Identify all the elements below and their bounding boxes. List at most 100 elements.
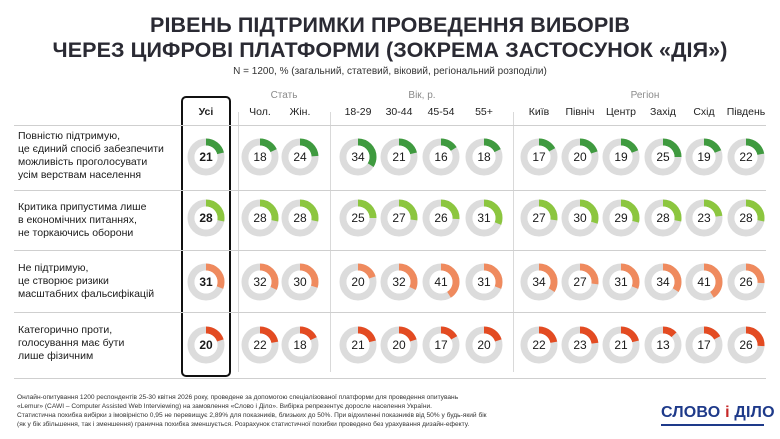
donut-value-label: 20 bbox=[573, 150, 587, 164]
donut-segment bbox=[644, 326, 682, 364]
footnote-line-3: Статистична похибка вибірки з імовірніст… bbox=[17, 412, 487, 419]
donut-segment bbox=[685, 138, 723, 176]
column-header: Київ bbox=[528, 106, 550, 118]
donut-value-label: 24 bbox=[293, 150, 307, 164]
donut-center bbox=[288, 270, 312, 294]
donut-value-label: 23 bbox=[697, 211, 711, 225]
column-header: Усі bbox=[198, 106, 214, 118]
donut: 20 bbox=[464, 325, 504, 365]
donut-svg bbox=[520, 199, 558, 237]
donut-svg bbox=[685, 199, 723, 237]
row-label-line: можливість проголосувати bbox=[18, 156, 148, 168]
column-header: Схід bbox=[693, 106, 715, 118]
donut-segment bbox=[561, 263, 599, 301]
donut-segment bbox=[685, 263, 723, 301]
donut-value-label: 22 bbox=[253, 338, 267, 352]
donut-center bbox=[692, 145, 716, 169]
donut-center bbox=[734, 145, 758, 169]
donut-center bbox=[609, 145, 633, 169]
donut-segment bbox=[422, 199, 460, 237]
donut-value-label: 25 bbox=[351, 211, 365, 225]
donut-center bbox=[527, 270, 551, 294]
donut-segment bbox=[281, 199, 319, 237]
donut-value-label: 17 bbox=[532, 150, 546, 164]
donut-center bbox=[194, 333, 218, 357]
donut-value-label: 34 bbox=[656, 275, 670, 289]
donut: 30 bbox=[560, 198, 600, 238]
donut-value-label: 23 bbox=[573, 338, 587, 352]
donut-segment bbox=[561, 326, 599, 364]
footnote-line-2: «Lemur» (CAWI – Computer Assisted Web In… bbox=[17, 403, 432, 410]
donut-svg bbox=[520, 326, 558, 364]
row-divider-top bbox=[14, 125, 766, 126]
donut: 25 bbox=[338, 198, 378, 238]
row-label-line: Категорично проти, bbox=[18, 323, 113, 336]
donut-center bbox=[527, 333, 551, 357]
column-header: Північ bbox=[565, 106, 595, 118]
donut-segment bbox=[187, 263, 225, 301]
donut: 19 bbox=[601, 137, 641, 177]
donut-segment bbox=[602, 199, 640, 237]
donut-center bbox=[346, 270, 370, 294]
donut-svg bbox=[602, 326, 640, 364]
donut-svg bbox=[465, 326, 503, 364]
donut-svg bbox=[602, 263, 640, 301]
donut: 21 bbox=[601, 325, 641, 365]
donut-value-label: 20 bbox=[199, 338, 213, 352]
donut-center bbox=[692, 333, 716, 357]
donut-value-label: 27 bbox=[392, 211, 406, 225]
donut-segment bbox=[339, 138, 377, 176]
donut-segment bbox=[727, 326, 765, 364]
row-label-line: усім верствам населення bbox=[18, 169, 142, 181]
donut-svg bbox=[465, 199, 503, 237]
donut: 22 bbox=[240, 325, 280, 365]
logo-underline bbox=[661, 424, 764, 426]
donut: 34 bbox=[338, 137, 378, 177]
donut: 28 bbox=[240, 198, 280, 238]
donut-value-label: 21 bbox=[392, 150, 406, 164]
chart-title-line-1: РІВЕНЬ ПІДТРИМКИ ПРОВЕДЕННЯ ВИБОРІВ bbox=[150, 13, 630, 37]
separator-age-region bbox=[513, 112, 514, 372]
donut-segment bbox=[465, 326, 503, 364]
donut-svg bbox=[187, 138, 225, 176]
donut-center bbox=[194, 270, 218, 294]
group-label-region: Регіон bbox=[630, 90, 660, 101]
donut-center bbox=[692, 270, 716, 294]
donut-segment bbox=[465, 199, 503, 237]
donut-value-label: 27 bbox=[532, 211, 546, 225]
donut-center bbox=[288, 206, 312, 230]
row-label: Не підтримую, це створює ризики масштабних… bbox=[18, 251, 178, 311]
logo-part-1: СЛОВО bbox=[661, 404, 721, 421]
column-header: Чол. bbox=[249, 106, 271, 118]
donut-segment bbox=[380, 199, 418, 237]
donut-segment bbox=[520, 138, 558, 176]
donut-center bbox=[651, 270, 675, 294]
donut-value-label: 28 bbox=[656, 211, 670, 225]
row-label-text: Категорично проти, голосування має бути ли… bbox=[18, 324, 124, 363]
donut-svg bbox=[561, 199, 599, 237]
row-label-line: лише фізичним bbox=[18, 349, 94, 362]
donut-center bbox=[346, 333, 370, 357]
donut: 20 bbox=[560, 137, 600, 177]
donut-center bbox=[609, 333, 633, 357]
donut-svg bbox=[644, 138, 682, 176]
row-label-line: голосування має бути bbox=[18, 336, 125, 349]
donut-value-label: 28 bbox=[253, 211, 267, 225]
donut-segment bbox=[339, 199, 377, 237]
donut-svg bbox=[281, 326, 319, 364]
donut: 27 bbox=[560, 262, 600, 302]
donut: 41 bbox=[684, 262, 724, 302]
donut-segment bbox=[422, 263, 460, 301]
donut: 32 bbox=[240, 262, 280, 302]
donut-center bbox=[248, 145, 272, 169]
donut-center bbox=[248, 270, 272, 294]
donut-svg bbox=[380, 326, 418, 364]
donut-center bbox=[527, 145, 551, 169]
donut-value-label: 21 bbox=[199, 150, 213, 164]
donut-value-label: 18 bbox=[253, 150, 267, 164]
donut-value-label: 17 bbox=[434, 338, 448, 352]
donut-svg bbox=[339, 263, 377, 301]
footnote-line-4: (як у бік збільшення, так і зменшення) г… bbox=[17, 421, 470, 428]
donut-value-label: 29 bbox=[614, 211, 628, 225]
donut-svg bbox=[187, 326, 225, 364]
